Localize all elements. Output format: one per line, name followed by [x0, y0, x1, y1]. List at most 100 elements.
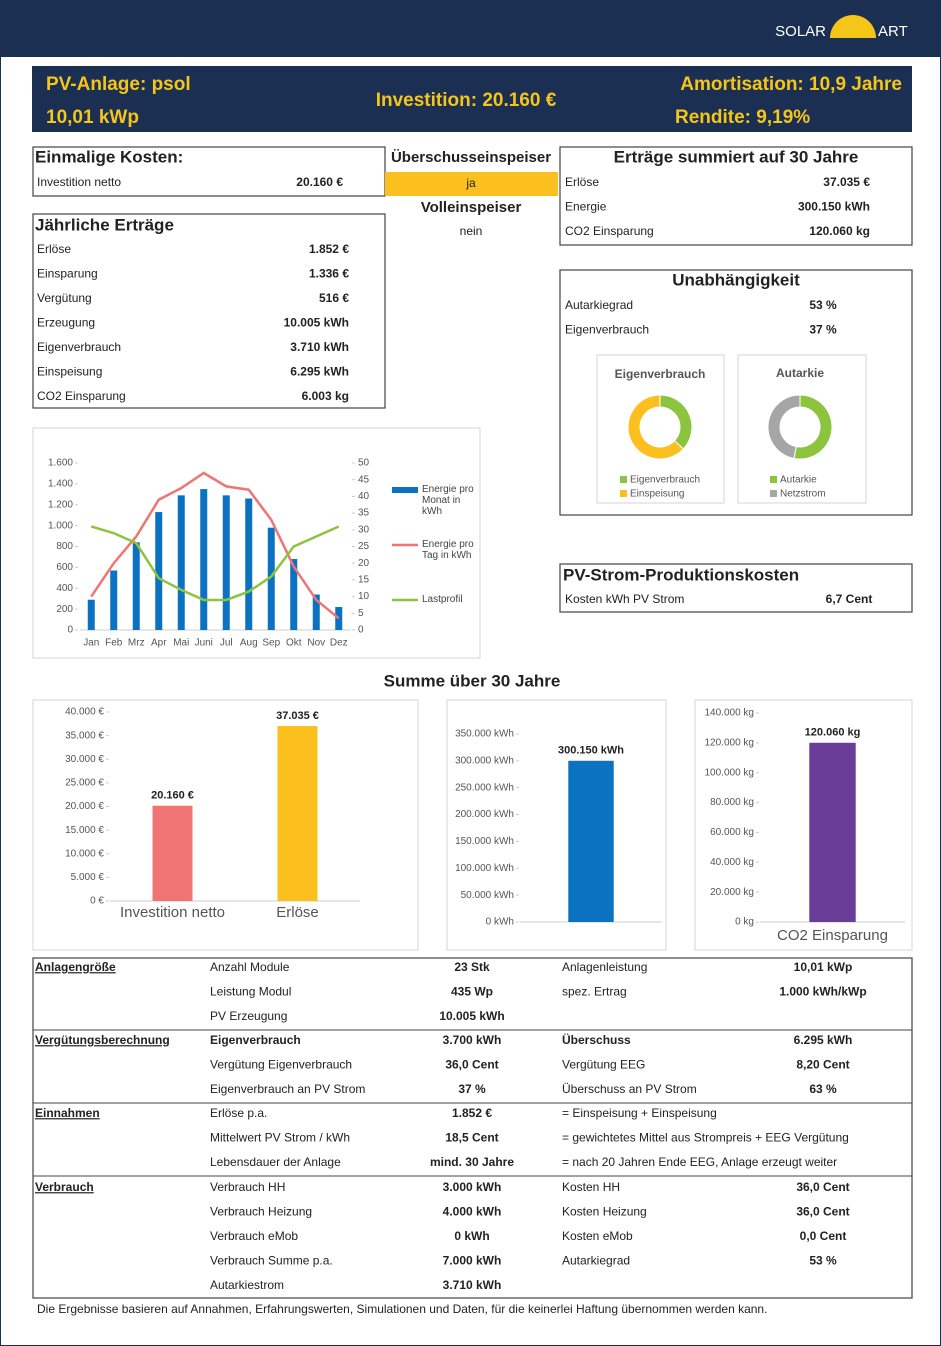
- y-tick-label: 25: [358, 541, 370, 552]
- legend-label: Energie pro Tag in kWh: [422, 539, 474, 561]
- bar: [312, 594, 320, 630]
- row-label: Verbrauch HH: [210, 1180, 285, 1194]
- row-label: = nach 20 Jahren Ende EEG, Anlage erzeug…: [562, 1155, 837, 1169]
- y-tick-label: 10: [358, 591, 370, 602]
- row-label: Eigenverbrauch an PV Strom: [210, 1082, 365, 1096]
- row-value: 53 %: [809, 298, 837, 312]
- x-tick-label: Investition netto: [120, 904, 225, 921]
- row-label: Erlöse: [37, 242, 71, 256]
- y-tick-label: 5: [358, 608, 364, 619]
- row-label: Überschuss an PV Strom: [562, 1082, 697, 1096]
- row-label: Autarkiegrad: [565, 298, 633, 312]
- row-value: 4.000 kWh: [443, 1205, 502, 1219]
- row-label: Kosten Heizung: [562, 1205, 647, 1219]
- x-tick-label: Jan: [83, 638, 99, 649]
- legend-swatch: [620, 490, 627, 497]
- row-label: Eigenverbrauch: [37, 340, 121, 354]
- x-tick-label: Mrz: [128, 638, 145, 649]
- bar: [177, 495, 185, 630]
- donut-slice: [627, 394, 685, 460]
- legend-item: Energie pro Monat in kWh: [422, 484, 474, 517]
- row-value: 1.336 €: [309, 267, 349, 281]
- row-value: 23 Stk: [454, 960, 490, 974]
- chart-title: Autarkie: [776, 366, 824, 380]
- banner-amortisation: Amortisation: 10,9 Jahre: [680, 74, 902, 95]
- row-label: Einsparung: [37, 267, 98, 281]
- y-tick-label: 30: [358, 524, 370, 535]
- y-tick-label: 0: [67, 625, 73, 636]
- y-tick-label: 600: [56, 562, 73, 573]
- legend-label: Energie pro Monat in kWh: [422, 484, 474, 517]
- box: [559, 563, 913, 613]
- legend-label: Netzstrom: [780, 489, 826, 500]
- row-label: PV Erzeugung: [210, 1009, 287, 1023]
- legend-label: Eigenverbrauch: [630, 475, 700, 486]
- bar: [568, 760, 614, 922]
- row-value: 1.852 €: [309, 242, 349, 256]
- x-tick-label: Sep: [262, 638, 280, 649]
- x-tick-label: Juni: [195, 638, 213, 649]
- legend-swatch: [770, 490, 777, 497]
- x-tick-label: Mai: [173, 638, 189, 649]
- row-value: 0,0 Cent: [800, 1229, 847, 1243]
- legend-item: Energie pro Tag in kWh: [422, 539, 474, 561]
- x-tick-label: Dez: [330, 638, 348, 649]
- row-label: Energie: [565, 200, 607, 214]
- row-label: Eigenverbrauch: [565, 323, 649, 337]
- chart-frame: [737, 354, 867, 504]
- row-value: 36,0 Cent: [796, 1180, 849, 1194]
- donut-slice: [793, 394, 833, 460]
- y-tick-label: 0 kWh: [486, 917, 514, 928]
- row-value: 37.035 €: [823, 175, 870, 189]
- row-value: 63 %: [809, 1082, 837, 1096]
- section-label: Einnahmen: [35, 1106, 100, 1120]
- bar: [290, 559, 298, 630]
- legend-label: Autarkie: [780, 475, 817, 486]
- row-label: Einspeisung: [37, 365, 102, 379]
- y-tick-label: 120.000 kg: [705, 737, 755, 748]
- box: [32, 213, 386, 409]
- row-label: Erlöse p.a.: [210, 1106, 267, 1120]
- y-tick-label: 150.000 kWh: [455, 836, 514, 847]
- y-tick-label: 140.000 kg: [705, 708, 755, 719]
- row-label: Vergütung Eigenverbrauch: [210, 1058, 352, 1072]
- y-tick-label: 20.000 kg: [710, 887, 754, 898]
- banner-title: PV-Anlage: psol: [46, 74, 191, 95]
- row-value: 435 Wp: [451, 985, 493, 999]
- row-value: 37 %: [809, 323, 837, 337]
- row-value: 7.000 kWh: [443, 1254, 502, 1268]
- section-label: Anlagengröße: [35, 960, 116, 974]
- row-value: 120.060 kg: [809, 224, 870, 238]
- value-label: 37.035 €: [276, 710, 319, 722]
- row-value: 37 %: [458, 1082, 486, 1096]
- row-label: CO2 Einsparung: [565, 224, 654, 238]
- bar: [335, 607, 343, 630]
- y-tick-label: 50.000 kWh: [461, 890, 514, 901]
- legend-swatch: [770, 476, 777, 483]
- y-tick-label: 0 kg: [735, 917, 754, 928]
- row-label: Autarkiegrad: [562, 1254, 630, 1268]
- row-label: Kosten eMob: [562, 1229, 633, 1243]
- y-tick-label: 30.000 €: [65, 754, 104, 765]
- value-label: 300.150 kWh: [558, 745, 624, 757]
- row-value: 1.000 kWh/kWp: [779, 985, 866, 999]
- box: [559, 269, 913, 516]
- bar: [132, 542, 140, 630]
- row-value: 10,01 kWp: [794, 960, 853, 974]
- y-tick-label: 40.000 kg: [710, 857, 754, 868]
- y-tick-label: 300.000 kWh: [455, 755, 514, 766]
- y-tick-label: 200: [56, 604, 73, 615]
- row-value: 3.700 kWh: [443, 1033, 502, 1047]
- details-table: [32, 957, 913, 1299]
- legend-item: Lastprofil: [422, 594, 463, 605]
- section-label: Vergütungsberechnung: [35, 1033, 170, 1047]
- feed-in-value: nein: [460, 224, 483, 238]
- y-tick-label: 80.000 kg: [710, 797, 754, 808]
- box-title: Einmalige Kosten:: [35, 147, 183, 166]
- row-value: 6,7 Cent: [826, 592, 873, 606]
- logo-text: ART: [878, 23, 908, 40]
- box-title: Unabhängigkeit: [672, 270, 800, 289]
- logo-text: SOLAR: [775, 23, 826, 40]
